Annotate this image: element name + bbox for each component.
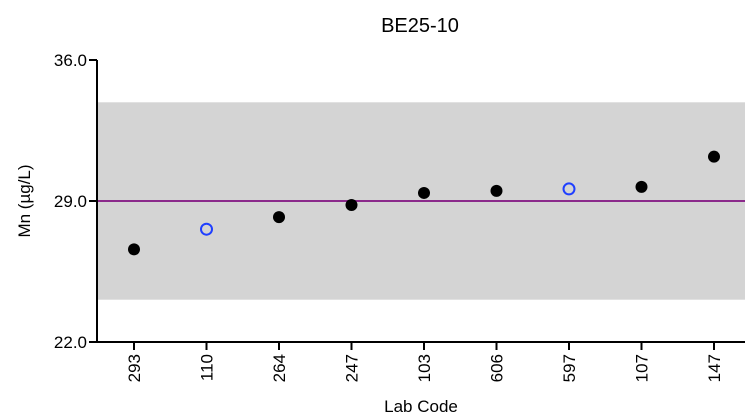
data-point xyxy=(418,186,430,199)
x-tick-label: 107 xyxy=(633,354,652,382)
data-point-open xyxy=(562,182,576,196)
x-tick-label: 110 xyxy=(198,354,217,381)
data-point xyxy=(273,211,285,224)
data-point xyxy=(490,184,503,197)
x-tick-label: 247 xyxy=(343,354,362,382)
y-tick-label: 22.0 xyxy=(54,333,87,352)
chart-title: BE25-10 xyxy=(381,15,459,37)
x-tick-label: 606 xyxy=(488,354,507,382)
x-tick-label: 264 xyxy=(270,354,289,382)
y-axis-label: Mn (µg/L) xyxy=(15,164,34,237)
y-tick-label: 29.0 xyxy=(54,192,87,211)
data-point xyxy=(128,243,140,256)
x-tick-label: 597 xyxy=(560,354,579,382)
x-tick-label: 293 xyxy=(125,354,144,382)
data-point xyxy=(345,199,358,212)
data-point xyxy=(635,180,648,193)
y-ticks: 36.0 29.0 22.0 xyxy=(54,51,97,352)
x-axis-label: Lab Code xyxy=(384,397,458,416)
x-tick-label: 147 xyxy=(705,354,724,382)
x-tick-label: 103 xyxy=(415,354,434,382)
data-point-open xyxy=(200,222,213,236)
y-tick-label: 36.0 xyxy=(54,51,87,70)
x-ticks: 293 110 264 247 103 606 597 107 147 xyxy=(125,342,724,382)
data-points xyxy=(128,150,720,256)
data-point xyxy=(708,150,720,163)
